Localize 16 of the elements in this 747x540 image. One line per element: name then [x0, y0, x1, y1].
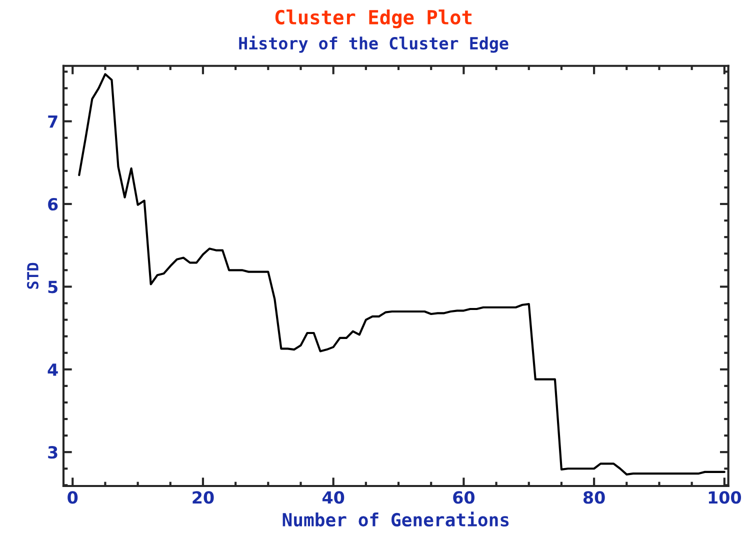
x-tick-label: 40 — [322, 491, 344, 504]
y-axis-title: STD — [26, 262, 39, 289]
chart-title: Cluster Edge Plot — [275, 9, 472, 28]
x-tick-label: 80 — [583, 491, 605, 504]
y-tick-label: 3 — [48, 446, 58, 459]
x-tick-label: 0 — [68, 491, 78, 504]
x-tick-label: 20 — [192, 491, 214, 504]
y-tick-label: 7 — [48, 115, 58, 128]
x-tick-label: 60 — [453, 491, 474, 504]
y-tick-label: 5 — [48, 280, 58, 294]
chart-subtitle: History of the Cluster Edge — [239, 36, 508, 53]
y-tick-label: 6 — [48, 198, 58, 211]
line-series — [78, 73, 726, 476]
y-tick-label: 4 — [48, 364, 58, 376]
x-tick-label: 100 — [708, 491, 742, 504]
x-axis-title: Number of Generations — [282, 512, 509, 527]
